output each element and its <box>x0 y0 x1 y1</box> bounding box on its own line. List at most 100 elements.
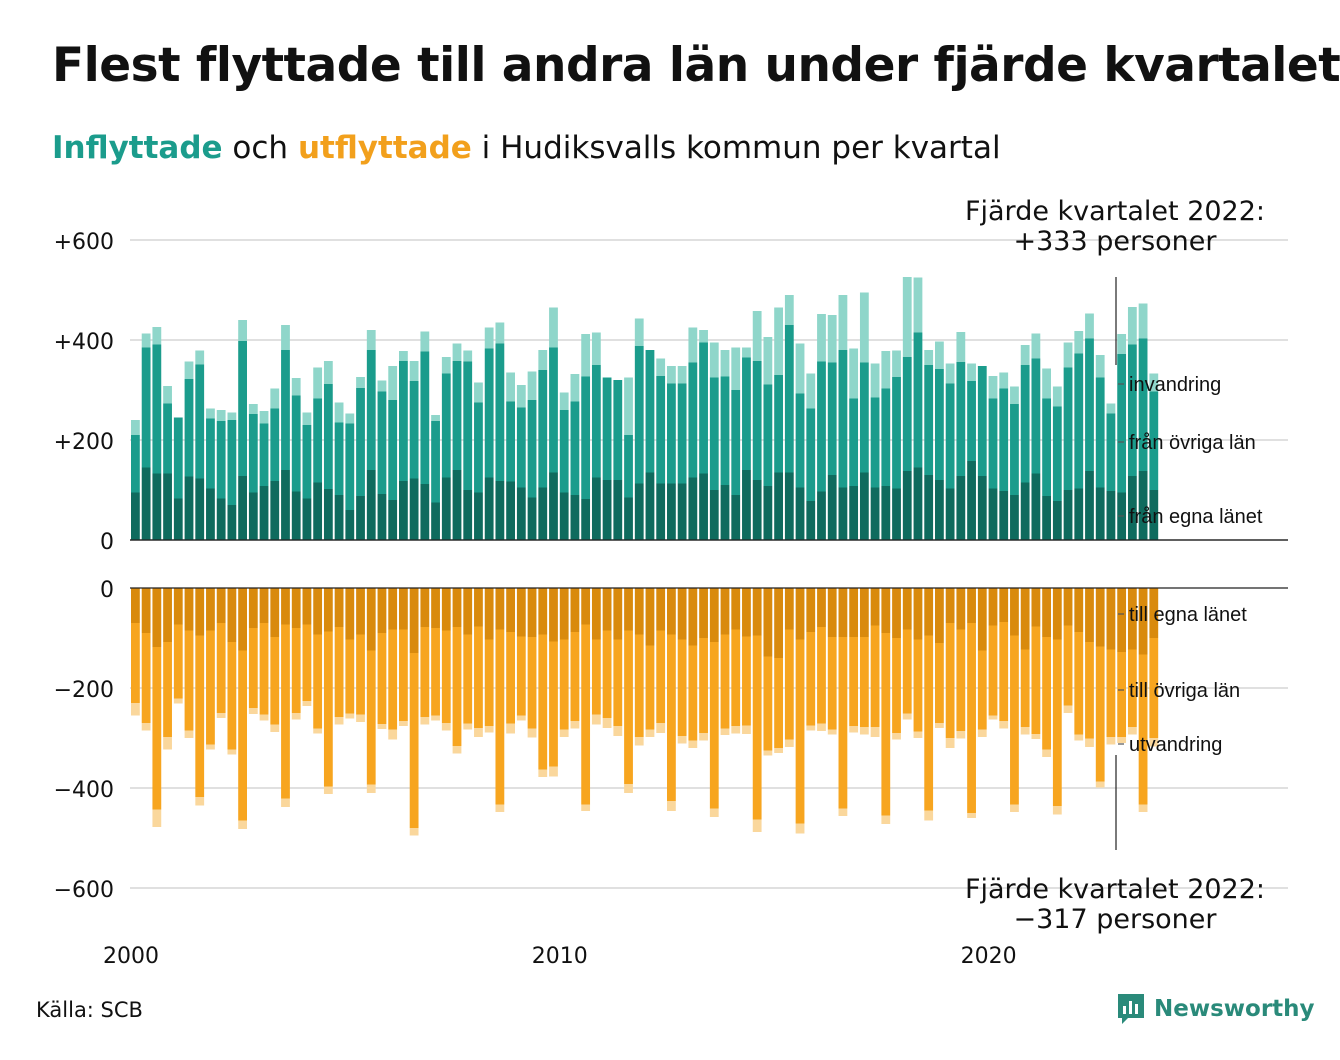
bar-segment <box>270 637 280 725</box>
bar-segment <box>763 750 773 756</box>
bar-segment <box>1010 386 1019 404</box>
bar-segment <box>763 656 773 751</box>
bar-segment <box>431 415 440 421</box>
bar-segment <box>667 588 676 635</box>
bar-segment <box>131 588 140 623</box>
bar-segment <box>1010 635 1019 805</box>
bar-segment <box>131 703 140 716</box>
bar-segment <box>881 486 891 540</box>
bar-segment <box>699 473 708 540</box>
bar-segment <box>838 808 848 816</box>
bar-segment <box>774 588 783 658</box>
bar-segment <box>506 588 515 632</box>
bar-segment <box>645 645 655 730</box>
bar-segment <box>334 627 344 717</box>
bar-segment <box>945 623 955 738</box>
bar-segment <box>323 786 333 794</box>
y-tick-label: −600 <box>54 878 114 903</box>
bar-segment <box>248 628 258 708</box>
bar-segment <box>516 385 526 408</box>
bar-segment <box>141 588 151 633</box>
bar-segment <box>484 639 494 726</box>
annotation-bottom-line2: −317 personer <box>1013 904 1217 935</box>
subtitle-utflyttade: utflyttade <box>297 130 472 166</box>
bar-segment <box>806 588 816 632</box>
bar-segment <box>206 408 215 419</box>
bar-segment <box>752 819 762 832</box>
bar-segment <box>377 494 387 540</box>
bar-segment <box>591 714 601 725</box>
bar-segment <box>784 472 794 540</box>
bar-segment <box>667 801 676 811</box>
bar-segment <box>1042 637 1051 750</box>
bar-segment <box>259 623 269 715</box>
bar-segment <box>784 325 794 473</box>
bar-segment <box>141 723 151 731</box>
bar-segment <box>141 467 151 540</box>
bar-segment <box>538 769 548 777</box>
bar-segment <box>731 726 741 734</box>
bar-segment <box>1106 413 1116 491</box>
bar-segment <box>248 588 258 628</box>
bar-segment <box>1095 487 1105 540</box>
bar-segment <box>935 588 944 643</box>
bar-segment <box>988 588 998 626</box>
bar-segment <box>817 361 826 492</box>
bar-segment <box>1138 303 1148 339</box>
bar-segment <box>1095 781 1105 788</box>
bar-segment <box>549 588 558 642</box>
bar-segment <box>420 351 430 484</box>
bar-segment <box>935 369 944 480</box>
source-note: Källa: SCB <box>36 998 143 1022</box>
bar-segment <box>323 631 333 787</box>
bar-segment <box>967 381 976 461</box>
bar-segment <box>1085 338 1094 471</box>
bar-segment <box>881 633 891 816</box>
bar-segment <box>216 498 226 540</box>
bar-segment <box>667 634 676 801</box>
bar-segment <box>570 632 580 721</box>
bar-segment <box>163 403 172 474</box>
bar-segment <box>323 489 333 540</box>
bar-segment <box>817 588 826 627</box>
bar-segment <box>527 637 537 729</box>
subtitle-inflyttade: Inflyttade <box>52 130 223 166</box>
bar-segment <box>742 470 751 540</box>
chart-subtitle: Inflyttade och utflyttade i Hudiksvalls … <box>52 130 1001 166</box>
bar-segment <box>431 502 440 540</box>
legend-label: till övriga län <box>1129 680 1240 702</box>
bar-segment <box>1020 365 1030 483</box>
bar-segment <box>259 486 269 540</box>
bar-segment <box>1052 639 1062 806</box>
bar-segment <box>270 588 280 637</box>
bar-segment <box>977 366 987 476</box>
bar-segment <box>334 495 344 540</box>
bar-segment <box>591 365 601 478</box>
bar-segment <box>999 491 1009 540</box>
bar-segment <box>495 804 505 812</box>
bar-segment <box>195 797 205 806</box>
bar-segment <box>1042 588 1051 637</box>
bar-segment <box>216 410 226 421</box>
bar-segment <box>452 361 462 470</box>
bar-segment <box>827 475 837 540</box>
bar-segment <box>1138 588 1148 655</box>
bar-segment <box>388 400 398 500</box>
bar-segment <box>924 588 934 636</box>
bar-segment <box>688 327 698 363</box>
bar-segment <box>806 373 816 409</box>
bar-segment <box>559 410 569 493</box>
bar-segment <box>506 723 515 734</box>
bar-segment <box>849 637 859 726</box>
bar-segment <box>902 588 912 630</box>
bar-segment <box>742 636 751 726</box>
bar-segment <box>1074 331 1084 354</box>
bar-segment <box>699 638 708 733</box>
bar-segment <box>827 362 837 475</box>
bar-segment <box>806 632 816 726</box>
bar-segment <box>399 481 408 540</box>
bar-segment <box>784 588 794 630</box>
y-tick-label: 0 <box>100 578 114 603</box>
bar-segment <box>441 357 451 374</box>
bar-segment <box>742 588 751 637</box>
